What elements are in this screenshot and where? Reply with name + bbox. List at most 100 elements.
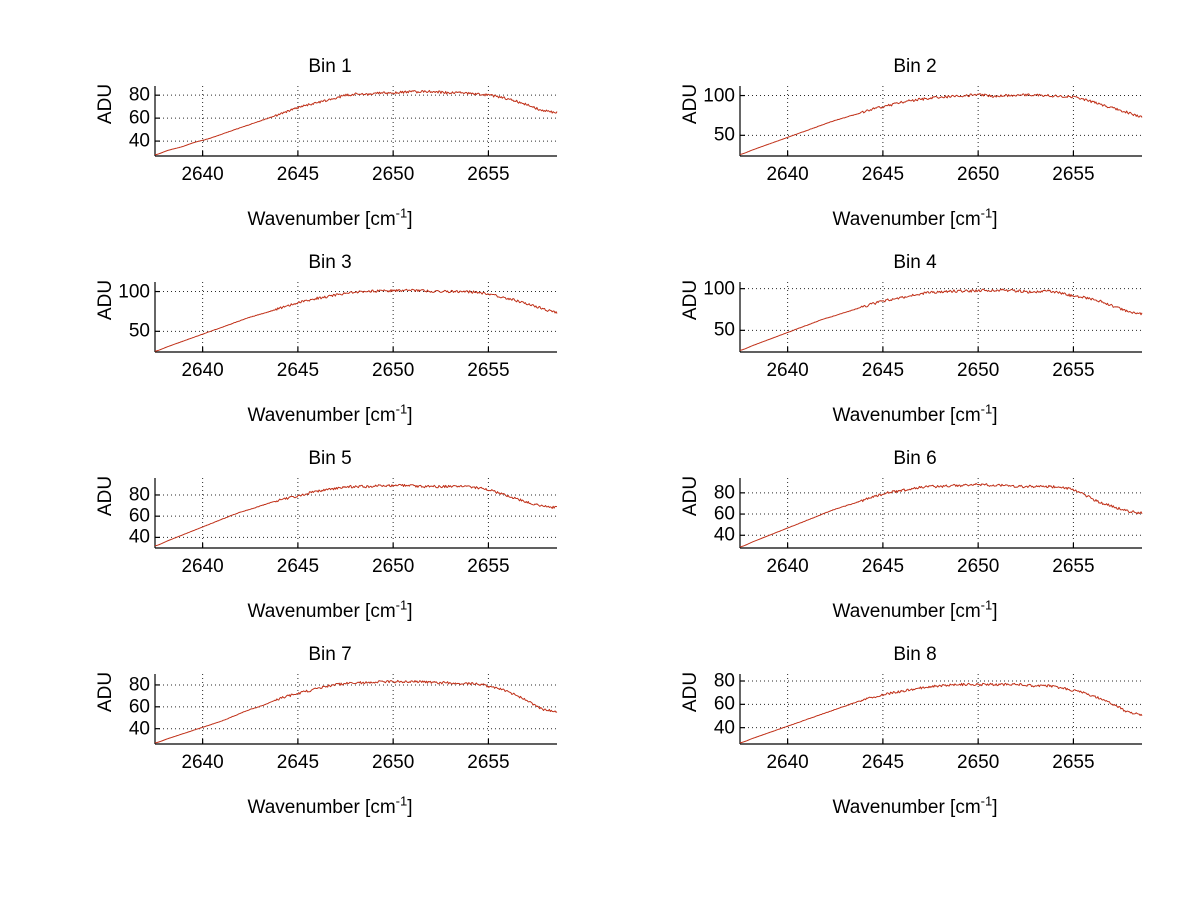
x-axis-label: Wavenumber [cm-1] <box>60 793 600 820</box>
panel-title: Bin 1 <box>308 56 352 77</box>
axes-svg <box>739 282 1143 353</box>
plot-area: 40 60 80 2640 2645 2650 2655 <box>714 672 1143 772</box>
x-axis-label-exponent: -1 <box>395 205 408 221</box>
x-axis-label-text: Wavenumber [cm <box>832 797 981 818</box>
y-tick-label: 80 <box>713 670 735 692</box>
y-axis-label: ADU <box>680 83 701 125</box>
y-tick-label: 60 <box>713 693 735 715</box>
x-axis-label-exponent: -1 <box>980 205 993 221</box>
x-axis-label-exponent: -1 <box>395 401 408 417</box>
panel-title: Bin 8 <box>893 644 937 665</box>
y-tick-label: 100 <box>703 278 735 300</box>
x-axis-label-bracket: ] <box>992 797 998 818</box>
subplot-panel-7: Bin 7 ADU Wavenumber [cm-1] 40 60 80 2640 2645 2… <box>60 636 600 832</box>
x-axis-label: Wavenumber [cm-1] <box>645 205 1185 232</box>
x-axis-label: Wavenumber [cm-1] <box>645 597 1185 624</box>
subplot-panel-8: Bin 8 ADU Wavenumber [cm-1] 40 60 80 2640 2645 2… <box>645 636 1185 832</box>
y-tick-label: 60 <box>128 696 150 718</box>
x-tick-label: 2640 <box>766 752 809 773</box>
x-tick-label: 2645 <box>861 164 905 185</box>
spectrum-line <box>739 93 1143 155</box>
x-axis-label-text: Wavenumber [cm <box>832 601 981 622</box>
panel-title: Bin 4 <box>893 252 937 273</box>
y-tick-label: 100 <box>703 85 735 107</box>
x-axis-label-text: Wavenumber [cm <box>832 405 981 426</box>
axes-svg <box>154 86 558 157</box>
x-tick-label: 2650 <box>957 752 1000 773</box>
y-tick-label: 80 <box>713 482 735 504</box>
spectrum-line <box>739 682 1143 744</box>
y-tick-label: 40 <box>713 524 735 546</box>
x-tick-label: 2640 <box>181 360 224 381</box>
y-tick-label: 80 <box>128 674 150 696</box>
x-tick-label: 2645 <box>861 360 905 381</box>
x-tick-label: 2650 <box>372 752 415 773</box>
x-tick-label: 2655 <box>467 360 510 381</box>
y-tick-label: 80 <box>128 84 150 106</box>
y-axis-label: ADU <box>95 279 116 321</box>
y-tick-label: 40 <box>128 718 150 740</box>
subplot-panel-2: Bin 2 ADU Wavenumber [cm-1] 50 100 2640 2645 26… <box>645 48 1185 244</box>
panel-title: Bin 5 <box>308 448 352 469</box>
axes-svg <box>154 674 558 745</box>
x-axis-label-bracket: ] <box>407 405 413 426</box>
x-axis-label-text: Wavenumber [cm <box>832 209 981 230</box>
y-tick-label: 40 <box>128 526 150 548</box>
subplot-panel-6: Bin 6 ADU Wavenumber [cm-1] 40 60 80 2640 2645 2… <box>645 440 1185 636</box>
axes-svg <box>739 674 1143 745</box>
x-tick-label: 2645 <box>276 556 320 577</box>
x-tick-label: 2640 <box>181 164 224 185</box>
plot-area: 40 60 80 2640 2645 2650 2655 <box>129 478 558 576</box>
y-tick-label: 60 <box>713 503 735 525</box>
subplot-panel-4: Bin 4 ADU Wavenumber [cm-1] 50 100 2640 2645 26… <box>645 244 1185 440</box>
y-tick-label: 40 <box>128 130 150 152</box>
y-axis-label: ADU <box>95 475 116 517</box>
x-tick-label: 2655 <box>467 164 510 185</box>
x-axis-label-text: Wavenumber [cm <box>247 601 396 622</box>
panel-title: Bin 2 <box>893 56 937 77</box>
subplot-panel-1: Bin 1 ADU Wavenumber [cm-1] 40 60 80 2640 2645 2… <box>60 48 600 244</box>
y-tick-label: 60 <box>128 505 150 527</box>
panel-title: Bin 6 <box>893 448 937 469</box>
x-tick-label: 2645 <box>861 752 905 773</box>
x-axis-label-bracket: ] <box>407 209 413 230</box>
axes-svg <box>154 282 558 353</box>
y-tick-label: 50 <box>713 124 735 146</box>
x-axis-label: Wavenumber [cm-1] <box>60 205 600 232</box>
y-axis-label: ADU <box>680 279 701 321</box>
y-tick-label: 100 <box>118 281 150 303</box>
x-axis-label-exponent: -1 <box>395 597 408 613</box>
panel-title: Bin 7 <box>308 644 352 665</box>
axes-svg <box>154 478 558 549</box>
subplot-panel-5: Bin 5 ADU Wavenumber [cm-1] 40 60 80 2640 2645 2… <box>60 440 600 636</box>
x-axis-label-bracket: ] <box>992 601 998 622</box>
x-tick-label: 2640 <box>181 752 224 773</box>
y-axis-label: ADU <box>95 671 116 713</box>
x-axis-label: Wavenumber [cm-1] <box>60 401 600 428</box>
x-axis-label-text: Wavenumber [cm <box>247 797 396 818</box>
plot-area: 40 60 80 2640 2645 2650 2655 <box>129 86 558 184</box>
x-tick-label: 2655 <box>1052 556 1095 577</box>
x-tick-label: 2655 <box>467 556 510 577</box>
x-axis-label-text: Wavenumber [cm <box>247 405 396 426</box>
x-axis-label: Wavenumber [cm-1] <box>645 403 1185 428</box>
plot-area: 50 100 2640 2645 2650 2655 <box>703 279 1143 380</box>
plot-area: 50 100 2640 2645 2650 2655 <box>118 282 558 380</box>
x-tick-label: 2650 <box>957 164 1000 185</box>
x-axis-label-exponent: -1 <box>980 597 993 613</box>
x-axis-label-exponent: -1 <box>395 793 408 809</box>
subplot-panel-3: Bin 3 ADU Wavenumber [cm-1] 50 100 2640 2645 26… <box>60 244 600 440</box>
x-tick-label: 2655 <box>1052 752 1095 773</box>
axes-svg <box>739 478 1143 549</box>
x-tick-label: 2650 <box>372 360 415 381</box>
x-tick-label: 2645 <box>276 164 320 185</box>
x-axis-label-bracket: ] <box>407 797 413 818</box>
x-tick-label: 2650 <box>957 360 1000 381</box>
axes-svg <box>739 86 1143 157</box>
x-axis-label: Wavenumber [cm-1] <box>60 597 600 624</box>
x-tick-label: 2650 <box>372 164 415 185</box>
y-tick-label: 60 <box>128 107 150 129</box>
x-axis-label-bracket: ] <box>407 601 413 622</box>
x-axis-label-bracket: ] <box>992 209 998 230</box>
